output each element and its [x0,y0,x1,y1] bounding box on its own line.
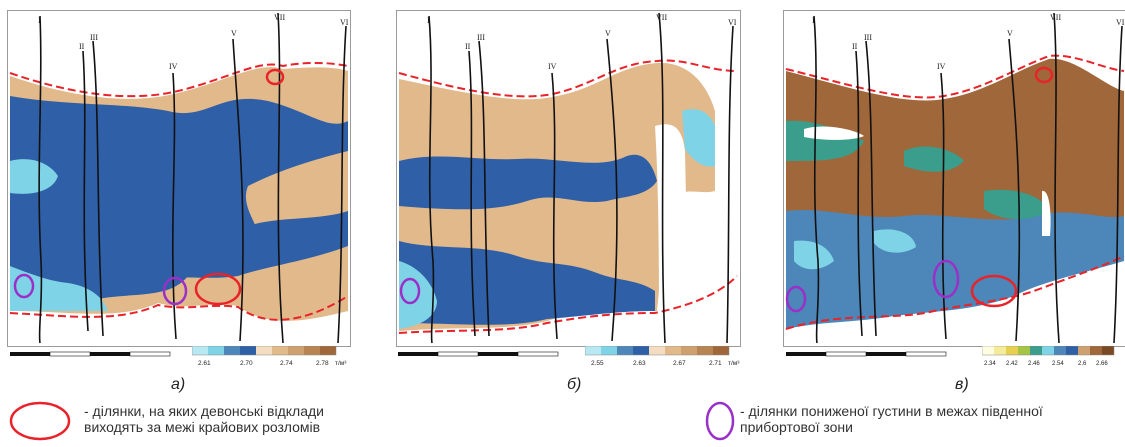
fault-label: III [864,33,872,42]
map-a-lightblue-left [10,159,58,194]
colorbar-tick: 2.61 [198,360,211,367]
map-a-red-ellipse-bottom [194,272,242,306]
fault-label: VII [1050,13,1061,22]
legend-red-text: - ділянки, на яких девонські відклади ви… [84,403,324,435]
map-c-white-gap-1 [804,126,864,140]
fault-label: V [605,29,611,38]
fault-label: V [231,29,237,38]
map-b-blue-zone [399,154,657,210]
fault-label: I [427,16,430,25]
map-a-fault-labels: I II III IV V VI VII [38,13,349,71]
fault-label: II [852,42,858,51]
map-a-purple-ellipse-left [13,273,35,299]
fault-label: I [812,16,815,25]
map-c-boundary-bottom [785,255,1125,330]
density-map-a: I II III IV V VI VII [7,10,351,347]
map-c-boundary-top [785,54,1125,99]
colorbar-tick: 2.70 [240,360,253,367]
map-b-faults [428,12,734,344]
fault-label: IV [937,62,946,71]
fault-label: VI [728,18,737,27]
fault-label: III [477,33,485,42]
map-b-white-gap [655,124,689,341]
colorbar-c: 2.34 2.42 2.46 2.54 2.6 2.66 [981,345,1124,370]
purple-ellipse-icon [705,401,735,441]
legend-red: - ділянки, на яких девонські відклади ви… [8,395,368,445]
scale-bar-a [10,348,175,364]
density-map-c: I II III IV V VI VII [783,10,1125,347]
map-b-purple-ellipse [399,277,421,305]
fault-label: I [38,16,41,25]
colorbar-tick: 2.54 [1052,361,1064,367]
map-b-lightblue-right [682,109,715,167]
density-map-b: I II III IV V VI VII [396,10,741,347]
colorbar-tick: 2.66 [1096,361,1108,367]
map-a-faults [38,12,347,344]
map-c-red-ellipse-top [1034,66,1054,84]
colorbar-tick: 2.67 [673,360,686,367]
map-a-purple-ellipse-mid [162,276,188,306]
map-b-blue-lower [399,241,655,325]
fault-label: VI [340,18,349,27]
map-c-lightblue-patches [794,229,916,270]
map-c-red-ellipse-bottom [970,274,1018,308]
map-a-lightblue [10,266,108,311]
red-ellipse-icon [9,401,71,441]
fault-label: II [79,42,85,51]
colorbar-tick: 2.71 [709,360,722,367]
fault-label: IV [548,62,557,71]
colorbar-tick: 2.34 [984,361,996,367]
colorbar-tick: 2.78 [316,360,329,367]
fault-label: V [1007,29,1013,38]
colorbar-unit: т/м³ [728,360,740,367]
fault-label: VI [1116,18,1125,27]
colorbar-b: 2.55 2.63 2.67 2.71 т/м³ [584,345,745,370]
fault-label: VII [274,13,285,22]
colorbar-tick: 2.6 [1078,361,1087,367]
map-a-boundary-top [9,61,349,98]
scale-bar-c [786,348,951,364]
caption-b: б) [567,376,582,393]
map-c-faults [813,12,1123,344]
colorbar-unit: т/м³ [335,360,347,367]
colorbar-tick: 2.42 [1006,361,1018,367]
caption-c: в) [955,376,969,393]
caption-a: а) [171,376,186,393]
colorbar-a: 2.61 2.70 2.74 2.78 т/м³ [191,345,352,370]
colorbar-tick: 2.74 [280,360,293,367]
fault-label: III [90,33,98,42]
colorbar-tick: 2.55 [591,360,604,367]
map-b-boundary-top [398,59,738,98]
fault-label: II [465,42,471,51]
scale-bar-b [398,348,563,364]
legend-purple: - ділянки пониженої густини в межах півд… [704,395,1124,445]
map-a-blue-lower [10,211,348,283]
map-b-fault-labels: I II III IV V VI VII [427,13,737,71]
map-c-fault-labels: I II III IV V VI VII [812,13,1125,71]
colorbar-tick: 2.46 [1028,361,1040,367]
map-a-red-ellipse-top [265,68,285,86]
map-c-white-gap-2 [1042,190,1051,236]
fault-label: IV [169,62,178,71]
map-c-purple-ellipse-left [785,285,807,313]
map-c-teal-patches [786,120,1049,220]
map-a-boundary-bottom [9,295,349,321]
legend-purple-text: - ділянки пониженої густини в межах півд… [740,403,1043,435]
fault-label: VII [656,13,667,22]
colorbar-tick: 2.63 [633,360,646,367]
map-c-purple-ellipse-mid [932,259,960,299]
